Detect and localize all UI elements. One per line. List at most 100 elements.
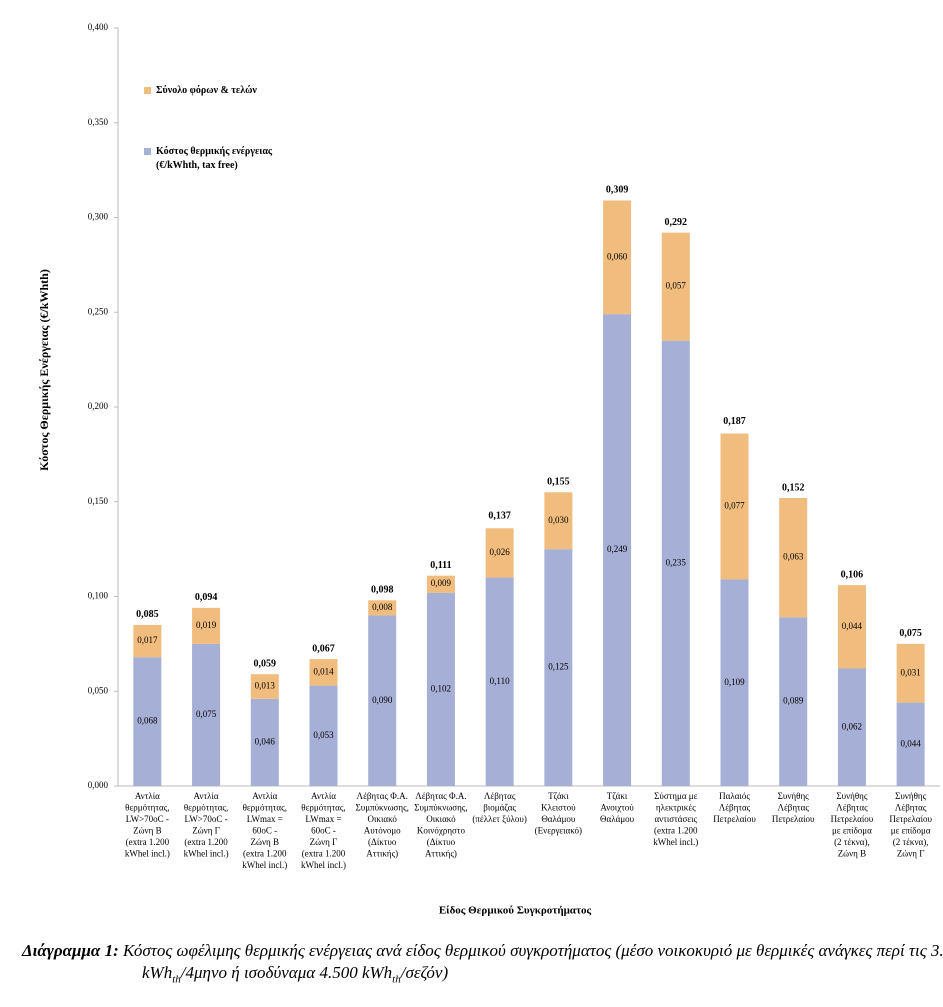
y-tick-label: 0,400	[88, 22, 109, 32]
segment-label: 0,030	[548, 515, 569, 525]
x-tick-label: Αντλία	[135, 791, 160, 801]
x-tick-label: (2 τέκνα),	[834, 837, 870, 847]
x-tick-label: (2 τέκνα),	[893, 837, 929, 847]
x-tick-label: Λέβητας	[777, 803, 809, 813]
segment-label: 0,110	[490, 676, 510, 686]
x-tick-label: kWhel incl.)	[653, 837, 698, 847]
bar-segment	[544, 549, 573, 786]
bar-segment	[661, 340, 690, 786]
x-tick-label: Πετρελαίου	[713, 814, 756, 824]
x-tick-label: Πετρελαίου	[889, 814, 932, 824]
x-tick-label: LW>70oC -	[126, 814, 169, 824]
chart: Κόστος Θερμικής Ενέργειας (€/kWhth) Είδο…	[37, 22, 940, 917]
segment-label: 0,026	[490, 547, 511, 557]
x-tick-label: Ζώνη Β	[838, 849, 866, 859]
segment-label: 0,019	[196, 620, 217, 630]
x-axis-title: Είδος Θερμικού Συγκροτήματος	[439, 905, 592, 917]
segment-label: 0,031	[901, 667, 921, 677]
segment-label: 0,063	[783, 552, 804, 562]
x-tick-label: Συνήθης	[778, 791, 809, 801]
x-tick-label: Αντλία	[252, 791, 277, 801]
bar-segment	[426, 575, 455, 593]
x-tick-label: (Δίκτυο	[427, 837, 456, 847]
x-tick-label: (extra 1.200	[302, 849, 346, 859]
x-tick-label: Λέβητας	[895, 803, 927, 813]
total-label: 0,187	[723, 416, 746, 427]
x-tick-label: (πέλλετ ξύλου)	[472, 814, 526, 824]
x-tick-label: Συμπύκνωσης,	[414, 803, 467, 813]
x-tick-label: βιομάζας	[483, 803, 516, 813]
x-tick-label: Κλειστού	[541, 803, 576, 813]
bar-segment	[485, 528, 514, 578]
bar-segment	[603, 200, 632, 315]
bar-segment	[309, 659, 338, 686]
x-tick-label: Πετρελαίου	[772, 814, 815, 824]
x-tick-label: Τζάκι	[548, 791, 569, 801]
caption-text: /σεζόν)	[400, 963, 449, 982]
segment-label: 0,057	[666, 281, 687, 291]
x-tick-label: θερμότητας,	[184, 803, 228, 813]
x-tick-label: Ζώνη Γ	[310, 837, 338, 847]
segment-label: 0,109	[724, 677, 745, 687]
bar-segment	[368, 600, 397, 616]
total-label: 0,098	[371, 585, 394, 596]
segment-label: 0,014	[313, 666, 334, 676]
segment-label: 0,075	[196, 709, 217, 719]
legend-swatch	[144, 87, 151, 94]
x-tick-label: Παλαιός	[719, 791, 750, 801]
y-tick-label: 0,100	[88, 591, 109, 601]
x-tick-label: Αττικής)	[366, 849, 398, 859]
segment-label: 0,013	[255, 681, 276, 691]
x-tick-label: θερμότητας,	[301, 803, 345, 813]
caption-text: /4μηνο ή ισοδύναμα 4.500 kWh	[180, 963, 393, 982]
segment-label: 0,125	[548, 662, 569, 672]
x-tick-label: 60oC -	[311, 826, 336, 836]
bar-segment	[837, 585, 866, 669]
x-tick-label: kWhel incl.)	[242, 860, 287, 870]
segment-label: 0,068	[137, 716, 158, 726]
x-tick-label: LWmax =	[247, 814, 283, 824]
total-label: 0,292	[665, 217, 688, 228]
x-tick-label: (extra 1.200	[184, 837, 228, 847]
x-tick-label: με επίδομα	[832, 826, 872, 836]
x-tick-label: (extra 1.200	[243, 849, 287, 859]
x-tick-label: 60oC -	[252, 826, 277, 836]
bar-segment	[133, 624, 162, 658]
total-label: 0,059	[254, 658, 277, 669]
segment-label: 0,090	[372, 695, 393, 705]
x-tick-label: (Δίκτυο	[368, 837, 397, 847]
legend-swatch	[144, 148, 151, 155]
caption-sub: th	[172, 973, 181, 986]
x-tick-label: θερμότητας,	[125, 803, 169, 813]
y-axis-title: Κόστος Θερμικής Ενέργειας (€/kWhth)	[37, 269, 51, 471]
segment-label: 0,089	[783, 696, 804, 706]
segment-label: 0,046	[255, 736, 276, 746]
bar-segment	[779, 617, 808, 786]
caption-label: Διάγραμμα 1:	[22, 941, 119, 960]
bar-segment	[896, 643, 925, 703]
x-tick-label: Λέβητας Φ.Α.	[357, 791, 408, 801]
segment-label: 0,060	[607, 251, 628, 261]
x-tick-label: Αττικής)	[425, 849, 457, 859]
x-tick-label: ηλεκτρικές	[656, 803, 696, 813]
segment-label: 0,044	[842, 621, 863, 631]
x-tick-label: Ζώνη Γ	[897, 849, 925, 859]
total-label: 0,152	[782, 482, 805, 493]
total-label: 0,111	[430, 560, 451, 571]
x-tick-label: Αντλία	[311, 791, 336, 801]
x-tick-label: kWhel incl.)	[301, 860, 346, 870]
bar-segment	[368, 615, 397, 786]
bar-segment	[250, 698, 279, 786]
x-tick-label: Ανοιχτού	[600, 803, 634, 813]
bar-segment	[896, 702, 925, 786]
caption-sub: th	[392, 973, 401, 986]
segment-label: 0,044	[901, 738, 922, 748]
bar-segment	[544, 492, 573, 550]
segment-label: 0,053	[313, 730, 334, 740]
x-tick-label: Ζώνη Γ	[192, 826, 220, 836]
y-tick-label: 0,050	[88, 685, 109, 695]
y-tick-label: 0,200	[88, 401, 109, 411]
segment-label: 0,017	[137, 635, 158, 645]
x-tick-label: Τζάκι	[607, 791, 628, 801]
legend-label: Κόστος θερμικής ενέργειας (€/kWhth, tax …	[156, 146, 273, 171]
